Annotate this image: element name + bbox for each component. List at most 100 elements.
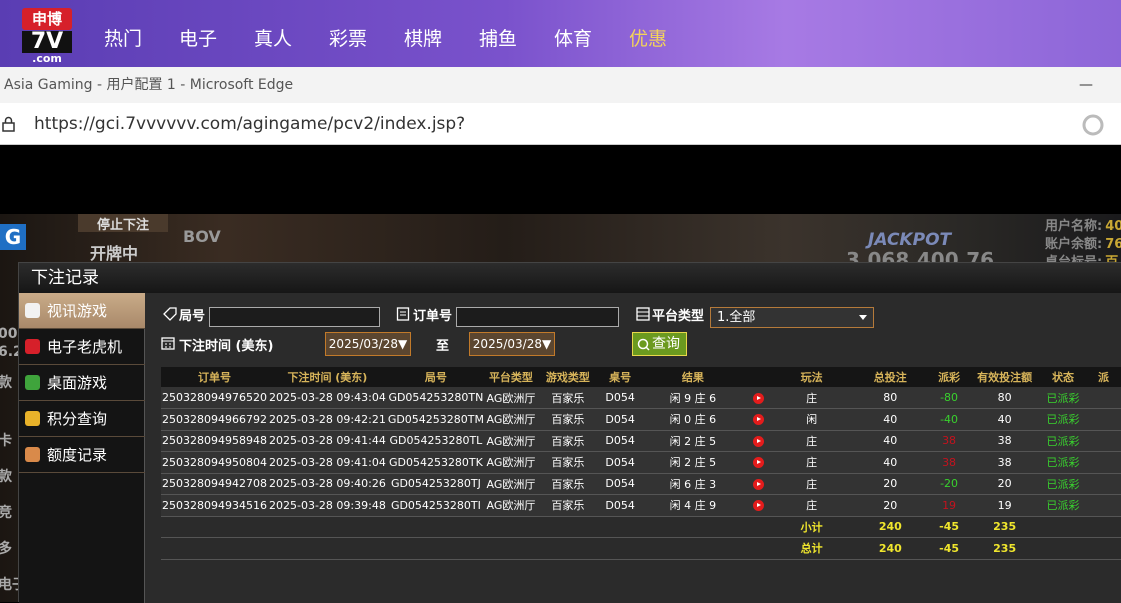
round-input[interactable] [209, 307, 380, 327]
table-cell: 2025-03-28 09:39:48 [267, 494, 387, 517]
order-icon [396, 307, 410, 321]
menu-icon [25, 375, 40, 390]
blank-cell [641, 537, 745, 560]
table-cell: 20 [968, 473, 1042, 495]
nav-item[interactable]: 热门 [104, 28, 143, 50]
subtotal-value: 240 [850, 516, 930, 538]
blank-cell [161, 537, 268, 560]
menu-item[interactable]: 额度记录 [19, 437, 145, 473]
table-cell: 19 [929, 494, 969, 517]
table-cell: D054 [598, 451, 642, 474]
subtotal-label: 小计 [772, 516, 851, 538]
table-cell: AG欧洲厅 [485, 430, 537, 452]
table-cell: 百家乐 [536, 494, 599, 517]
game-logo: G [0, 224, 26, 250]
left-edge-text: 款 [0, 469, 12, 485]
nav-item[interactable]: 真人 [254, 28, 293, 50]
table-cell: 38 [929, 451, 969, 474]
table-cell: AG欧洲厅 [485, 387, 537, 409]
blank-cell [386, 516, 486, 538]
minimize-button[interactable]: — [1079, 77, 1093, 93]
nav-item[interactable]: 体育 [554, 28, 593, 50]
table-cell: 20 [850, 494, 930, 517]
record-panel: 局号 订单号 平台类型 1.全部 下注时间 (美东) 2025/03/28▼ 至… [145, 293, 1121, 603]
table-cell-blank [1084, 473, 1121, 495]
info-label: 用户名称: [1045, 219, 1103, 234]
calendar-icon [161, 337, 175, 350]
table-row: 250328094976520 2025-03-28 09:43:04 GD0542… [161, 387, 1121, 409]
blank-cell [744, 537, 773, 560]
logo[interactable]: 申博 7V .com [22, 8, 72, 64]
table-cell: 250328094934516 [161, 494, 268, 517]
table-cell: 已派彩 [1041, 408, 1085, 431]
nav-item[interactable]: 电子 [179, 28, 218, 50]
video-play-icon[interactable] [752, 478, 764, 490]
blank-cell [267, 516, 387, 538]
reload-icon[interactable] [1082, 114, 1104, 136]
order-input[interactable] [456, 307, 619, 327]
platform-select[interactable]: 1.全部 [710, 307, 874, 328]
video-cell [744, 387, 773, 409]
table-cell: 庄 [772, 430, 851, 452]
blank-cell [485, 537, 537, 560]
blank-cell [598, 516, 642, 538]
subtotal-value: 235 [968, 516, 1042, 538]
menu-item[interactable]: 视讯游戏 [19, 293, 145, 329]
brand: BOV [183, 227, 221, 246]
menu-item[interactable]: 积分查询 [19, 401, 145, 437]
logo-bottom: .com [32, 52, 62, 65]
date-from[interactable]: 2025/03/28▼ [325, 332, 411, 356]
table-cell: 40 [850, 408, 930, 431]
video-play-icon[interactable] [752, 457, 764, 469]
nav-item[interactable]: 彩票 [329, 28, 368, 50]
url[interactable]: https://gci.7vvvvvv.com/agingame/pcv2/in… [34, 114, 466, 134]
nav-item[interactable]: 优惠 [629, 28, 668, 50]
table-cell: 百家乐 [536, 451, 599, 474]
video-play-icon[interactable] [752, 500, 764, 512]
table-cell: D054 [598, 387, 642, 409]
menu-item[interactable]: 桌面游戏 [19, 365, 145, 401]
dialog-title: 下注记录 [19, 263, 1121, 293]
platform-value: 1.全部 [717, 310, 756, 325]
table-cell-blank [1084, 387, 1121, 409]
table-cell: 19 [968, 494, 1042, 517]
window-titlebar: Asia Gaming - 用户配置 1 - Microsoft Edge — [0, 67, 1121, 103]
platform-icon [636, 307, 650, 321]
table-cell: 250328094958948 [161, 430, 268, 452]
date-to[interactable]: 2025/03/28▼ [469, 332, 555, 356]
table-cell-blank [1084, 494, 1121, 517]
jackpot-label: JACKPOT [868, 230, 952, 250]
table-row: 250328094958948 2025-03-28 09:41:44 GD0542… [161, 430, 1121, 452]
table-cell: D054 [598, 473, 642, 495]
table-cell: 2025-03-28 09:41:44 [267, 430, 387, 452]
table-cell: -80 [929, 387, 969, 409]
column-header: 局号 [386, 367, 486, 387]
video-cell [744, 430, 773, 452]
column-header: 玩法 [772, 367, 851, 387]
table-cell: 250328094950804 [161, 451, 268, 474]
left-edge-text: 00 [0, 326, 18, 342]
table-cell: GD054253280TL [386, 430, 486, 452]
logo-top: 申博 [22, 8, 72, 30]
table-cell: 2025-03-28 09:43:04 [267, 387, 387, 409]
query-button[interactable]: 查询 [632, 332, 687, 356]
menu-item[interactable]: 电子老虎机 [19, 329, 145, 365]
table-cell: 已派彩 [1041, 451, 1085, 474]
total-label: 总计 [772, 537, 851, 560]
video-play-icon[interactable] [752, 435, 764, 447]
nav-item[interactable]: 捕鱼 [479, 28, 518, 50]
table-cell: GD054253280TI [386, 494, 486, 517]
video-play-icon[interactable] [752, 392, 764, 404]
column-header-blank [744, 367, 773, 387]
menu-icon [25, 339, 40, 354]
table-cell: -20 [929, 473, 969, 495]
nav-item[interactable]: 棋牌 [404, 28, 443, 50]
menu-label: 桌面游戏 [47, 374, 108, 392]
info-row: 用户名称: 40 [1045, 215, 1121, 234]
table-body: 250328094976520 2025-03-28 09:43:04 GD0542… [161, 387, 1121, 560]
table-cell: 80 [968, 387, 1042, 409]
video-play-icon[interactable] [752, 414, 764, 426]
status-text: 开牌中 [90, 244, 139, 263]
video-cell [744, 494, 773, 517]
blank-cell [641, 516, 745, 538]
